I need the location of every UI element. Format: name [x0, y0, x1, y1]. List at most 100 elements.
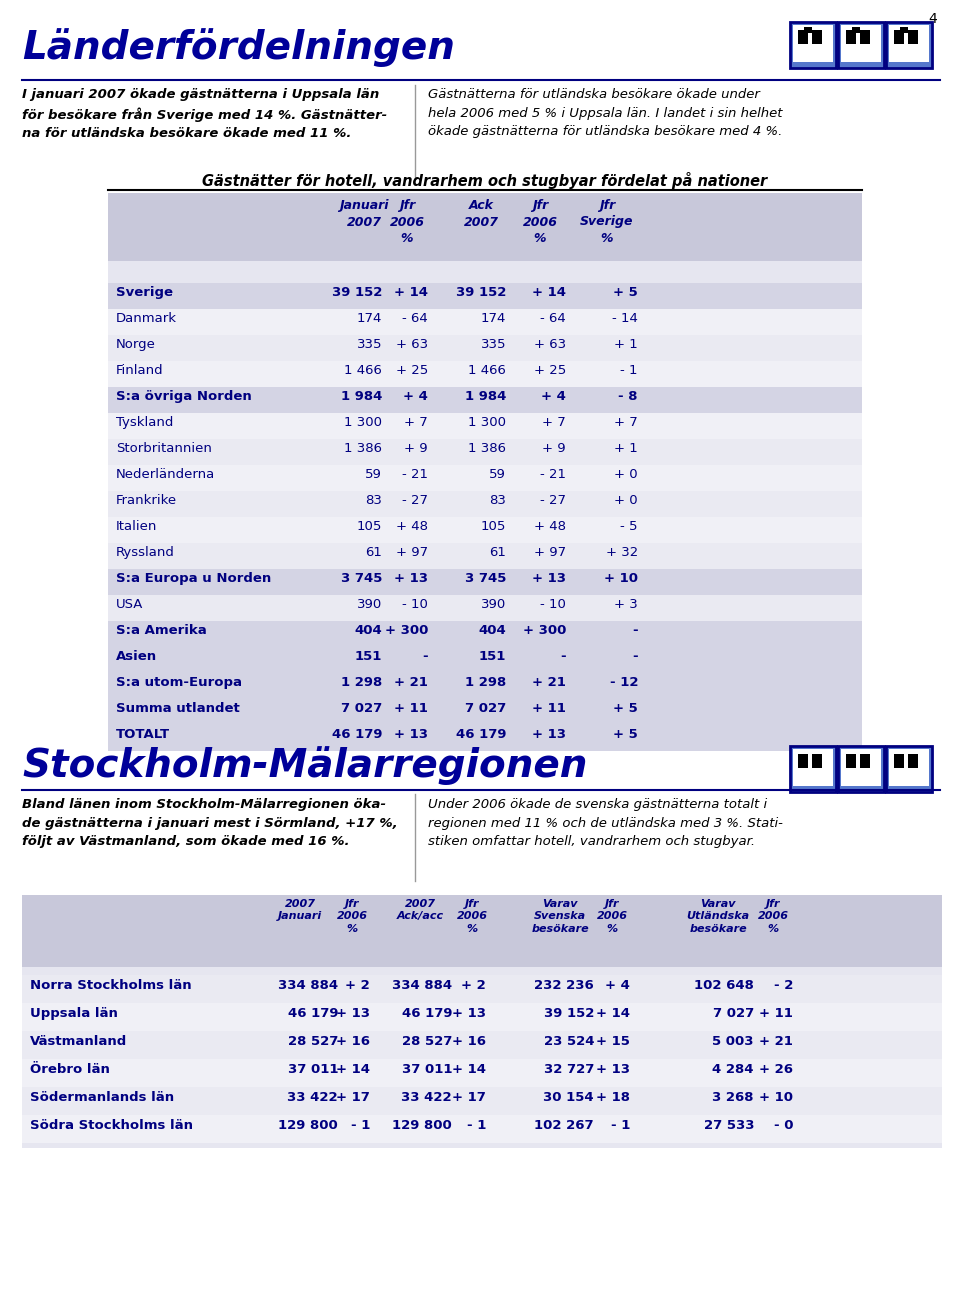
- Text: + 5: + 5: [613, 286, 638, 299]
- Text: + 13: + 13: [596, 1063, 630, 1076]
- Text: 404: 404: [478, 624, 506, 637]
- Bar: [22, 1031, 942, 1059]
- Text: 39 152: 39 152: [456, 286, 506, 299]
- Text: 46 179: 46 179: [287, 1008, 338, 1020]
- Text: 390: 390: [481, 598, 506, 611]
- Bar: [108, 413, 862, 439]
- Text: 32 727: 32 727: [543, 1063, 594, 1076]
- Text: + 13: + 13: [394, 572, 428, 585]
- Bar: [108, 439, 862, 465]
- Text: 46 179: 46 179: [455, 728, 506, 741]
- Text: Januari
2007: Januari 2007: [339, 199, 389, 228]
- Text: Norge: Norge: [116, 338, 156, 351]
- Text: 102 267: 102 267: [535, 1119, 594, 1132]
- Text: Summa utlandet: Summa utlandet: [116, 702, 240, 715]
- Text: + 7: + 7: [542, 416, 566, 429]
- Text: + 300: + 300: [385, 624, 428, 637]
- Text: 105: 105: [481, 521, 506, 534]
- Text: 102 648: 102 648: [694, 979, 754, 992]
- Text: S:a Europa u Norden: S:a Europa u Norden: [116, 572, 272, 585]
- Text: + 16: + 16: [452, 1035, 486, 1048]
- Text: + 9: + 9: [404, 442, 428, 455]
- Bar: [886, 22, 932, 69]
- Text: 7 027: 7 027: [465, 702, 506, 715]
- Text: + 18: + 18: [596, 1090, 630, 1105]
- Text: Bland länen inom Stockholm-Mälarregionen öka-
de gästnätterna i januari mest i S: Bland länen inom Stockholm-Mälarregionen…: [22, 798, 397, 848]
- Text: Nederländerna: Nederländerna: [116, 467, 215, 480]
- Text: + 5: + 5: [613, 702, 638, 715]
- Text: + 4: + 4: [605, 979, 630, 992]
- Text: - 8: - 8: [618, 390, 638, 403]
- Text: 33 422: 33 422: [401, 1090, 452, 1105]
- Text: S:a övriga Norden: S:a övriga Norden: [116, 390, 252, 403]
- Text: - 14: - 14: [612, 312, 638, 325]
- Text: 61: 61: [365, 546, 382, 559]
- Text: + 26: + 26: [759, 1063, 793, 1076]
- Text: S:a utom-Europa: S:a utom-Europa: [116, 676, 242, 689]
- Text: + 13: + 13: [336, 1008, 370, 1020]
- Text: + 11: + 11: [759, 1008, 793, 1020]
- Text: + 5: + 5: [613, 728, 638, 741]
- Text: Jfr
2006
%: Jfr 2006 %: [522, 199, 558, 245]
- Text: + 48: + 48: [534, 521, 566, 534]
- Bar: [108, 594, 862, 622]
- Text: + 97: + 97: [534, 546, 566, 559]
- Text: + 21: + 21: [395, 676, 428, 689]
- Text: 1 984: 1 984: [341, 390, 382, 403]
- Text: - 64: - 64: [402, 312, 428, 325]
- Text: 4: 4: [928, 12, 937, 26]
- Bar: [860, 30, 870, 44]
- Text: + 4: + 4: [403, 390, 428, 403]
- Bar: [108, 310, 862, 335]
- Text: 1 466: 1 466: [344, 364, 382, 377]
- Text: Västmanland: Västmanland: [30, 1035, 128, 1048]
- Text: + 10: + 10: [759, 1090, 793, 1105]
- Text: + 11: + 11: [532, 702, 566, 715]
- Text: + 14: + 14: [596, 1008, 630, 1020]
- Text: 4 284: 4 284: [712, 1063, 754, 1076]
- Text: Frankrike: Frankrike: [116, 493, 178, 508]
- Text: + 300: + 300: [522, 624, 566, 637]
- Text: Gästnätter för hotell, vandrarhem och stugbyar fördelat på nationer: Gästnätter för hotell, vandrarhem och st…: [203, 172, 768, 189]
- Text: 334 884: 334 884: [392, 979, 452, 992]
- Text: 28 527: 28 527: [401, 1035, 452, 1048]
- Text: - 21: - 21: [402, 467, 428, 480]
- Text: Finland: Finland: [116, 364, 163, 377]
- Text: I januari 2007 ökade gästnätterna i Uppsala län
för besökare från Sverige med 14: I januari 2007 ökade gästnätterna i Upps…: [22, 88, 387, 140]
- Text: + 21: + 21: [759, 1035, 793, 1048]
- Bar: [108, 193, 862, 262]
- Bar: [793, 25, 833, 62]
- Bar: [22, 975, 942, 1004]
- Bar: [793, 749, 833, 786]
- Text: Jfr
2006
%: Jfr 2006 %: [457, 899, 488, 934]
- Text: + 2: + 2: [461, 979, 486, 992]
- Text: + 7: + 7: [404, 416, 428, 429]
- Text: - 2: - 2: [774, 979, 793, 992]
- Text: 27 533: 27 533: [704, 1119, 754, 1132]
- Text: + 13: + 13: [452, 1008, 486, 1020]
- Text: 37 011: 37 011: [287, 1063, 338, 1076]
- Text: S:a Amerika: S:a Amerika: [116, 624, 206, 637]
- Text: 37 011: 37 011: [401, 1063, 452, 1076]
- Text: 46 179: 46 179: [331, 728, 382, 741]
- Bar: [804, 27, 812, 32]
- Bar: [22, 895, 942, 1147]
- Text: - 10: - 10: [540, 598, 566, 611]
- Text: 129 800: 129 800: [393, 1119, 452, 1132]
- Text: 335: 335: [481, 338, 506, 351]
- Bar: [108, 648, 862, 673]
- Text: + 1: + 1: [614, 442, 638, 455]
- Text: 59: 59: [365, 467, 382, 480]
- Text: + 7: + 7: [614, 416, 638, 429]
- Bar: [22, 1087, 942, 1115]
- Text: Jfr
2006
%: Jfr 2006 %: [337, 899, 368, 934]
- Text: 3 745: 3 745: [465, 572, 506, 585]
- Text: - 5: - 5: [620, 521, 638, 534]
- Text: 2007
Ack/acc: 2007 Ack/acc: [396, 899, 444, 922]
- Text: 404: 404: [354, 624, 382, 637]
- Text: 1 300: 1 300: [468, 416, 506, 429]
- Text: Asien: Asien: [116, 650, 157, 663]
- Bar: [108, 387, 862, 413]
- Text: - 0: - 0: [774, 1119, 793, 1132]
- Bar: [108, 725, 862, 751]
